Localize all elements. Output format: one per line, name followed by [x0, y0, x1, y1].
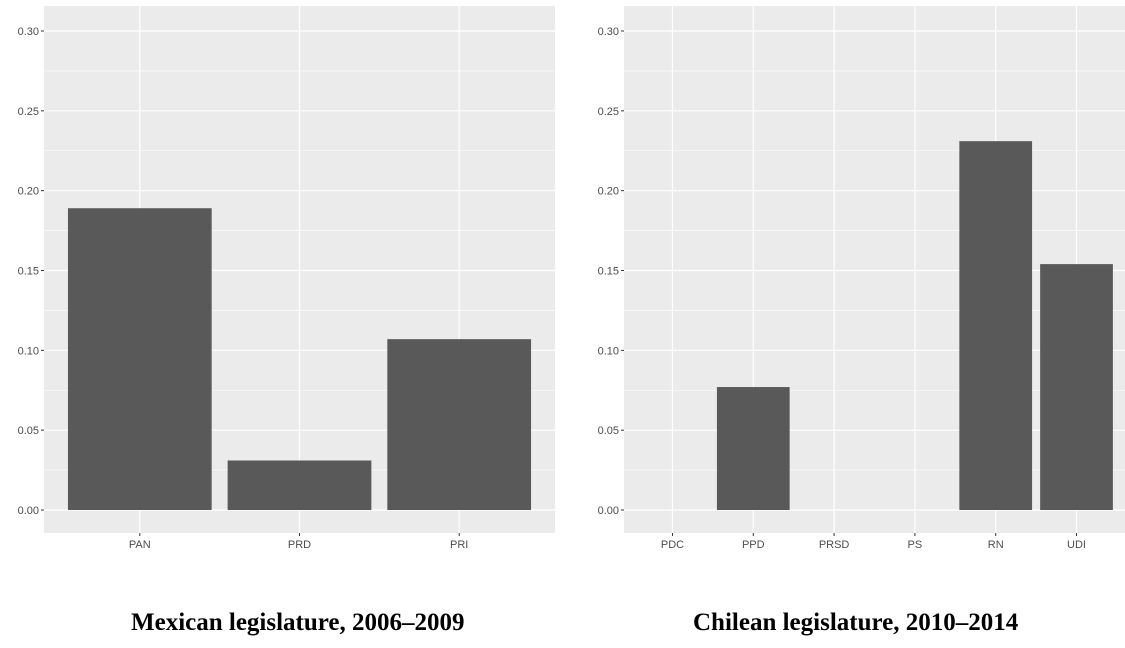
- chilean-y-tick-label: 0.15: [598, 266, 619, 278]
- mexican-x-tick-label: PRI: [450, 539, 468, 551]
- mexican-y-tick-label: 0.30: [18, 26, 39, 38]
- chilean-x-tick-label: RN: [988, 539, 1004, 551]
- mexican-x-tick-label: PRD: [288, 539, 311, 551]
- chilean-bar-rn: [959, 141, 1033, 511]
- mexican-y-tick-label: 0.00: [18, 505, 39, 517]
- chilean-x-tick-label: PPD: [742, 539, 765, 551]
- chilean-x-tick-label: PS: [908, 539, 923, 551]
- chilean-y-tick-label: 0.05: [598, 425, 619, 437]
- chilean-x-tick-label: PDC: [661, 539, 684, 551]
- chilean-bar-udi: [1040, 264, 1113, 510]
- chilean-y-tick-label: 0.10: [598, 345, 619, 357]
- mexican-y-tick-label: 0.25: [18, 106, 39, 118]
- chilean-x-tick-label: PRSD: [819, 539, 850, 551]
- mexican-chart-caption: Mexican legislature, 2006–2009: [131, 609, 465, 636]
- mexican-y-tick-label: 0.20: [18, 186, 39, 198]
- chilean-y-tick-label: 0.20: [598, 186, 619, 198]
- chilean-y-tick-label: 0.00: [598, 505, 619, 517]
- chilean-bar-ppd: [716, 387, 790, 510]
- chilean-chart-caption: Chilean legislature, 2010–2014: [693, 609, 1019, 636]
- mexican-y-tick-label: 0.10: [18, 345, 39, 357]
- mexican-bar-pri: [387, 339, 532, 510]
- mexican-x-tick-label: PAN: [129, 539, 151, 551]
- mexican-y-tick-label: 0.05: [18, 425, 39, 437]
- mexican-bar-prd: [227, 460, 372, 510]
- chilean-x-tick-label: UDI: [1067, 539, 1086, 551]
- mexican-bar-pan: [67, 208, 212, 511]
- mexican-y-tick-label: 0.15: [18, 266, 39, 278]
- chilean-y-tick-label: 0.30: [598, 26, 619, 38]
- chilean-y-tick-label: 0.25: [598, 106, 619, 118]
